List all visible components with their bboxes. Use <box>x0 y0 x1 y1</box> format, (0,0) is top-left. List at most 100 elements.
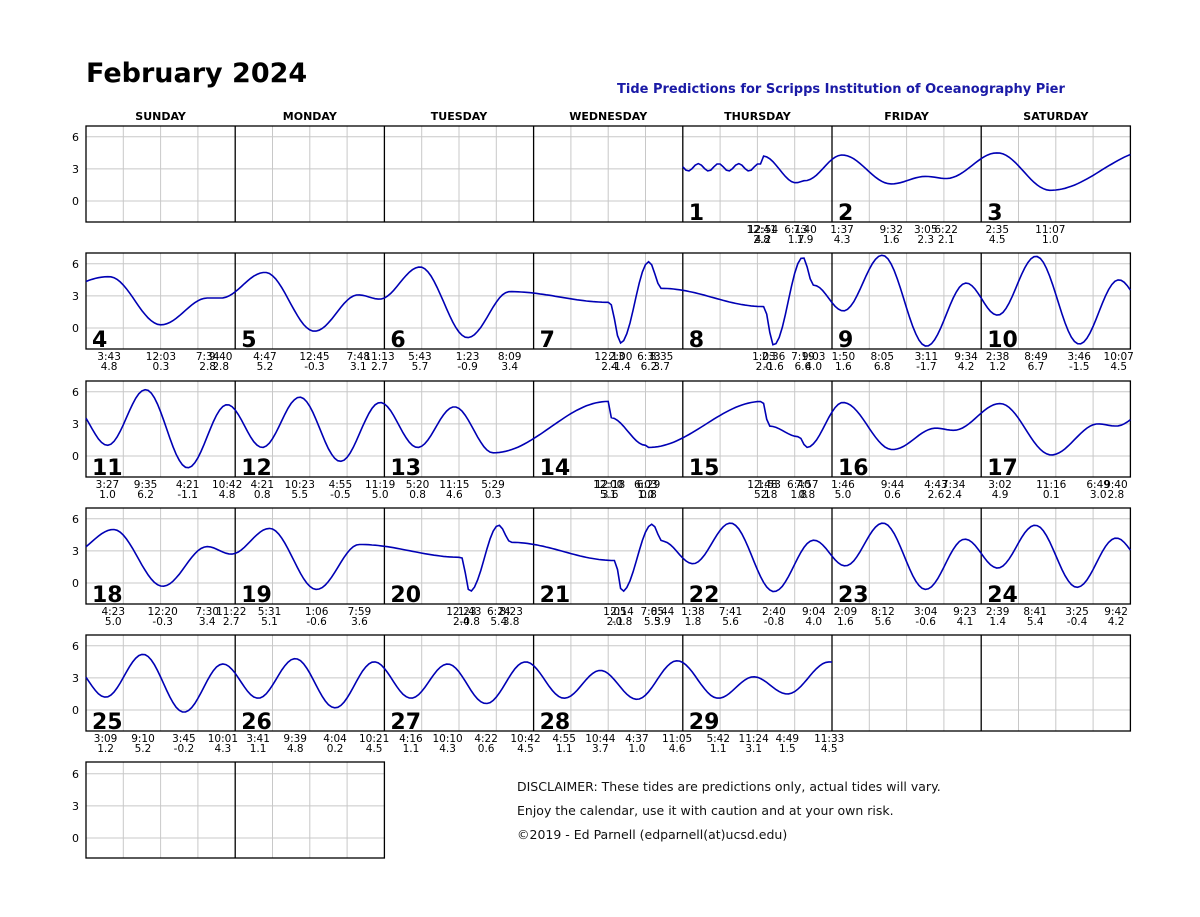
tide-time-label: 7:34 <box>196 351 220 363</box>
weekday-header: SUNDAY <box>135 110 187 123</box>
tide-time-label: 1:05 <box>603 606 627 618</box>
tide-height-label: 5.5 <box>291 489 308 501</box>
tide-height-label: 1.9 <box>797 234 814 246</box>
weekday-header: MONDAY <box>283 110 338 123</box>
tide-time-label: 1:06 <box>305 606 329 618</box>
day-number: 23 <box>838 583 869 608</box>
disclaimer-line-1: DISCLAIMER: These tides are predictions … <box>517 779 941 794</box>
tide-time-label: 1:53 <box>757 479 781 491</box>
tide-panel <box>85 634 1132 732</box>
day-number: 15 <box>689 456 720 481</box>
disclaimer-line-2: Enjoy the calendar, use it with caution … <box>517 803 894 818</box>
tide-height-label: 6.6 <box>795 361 812 373</box>
tide-time-label: 6:29 <box>637 479 661 491</box>
tide-height-label: 2.8 <box>199 361 216 373</box>
tide-time-label: 10:07 <box>1104 351 1134 363</box>
tide-panel <box>85 507 1132 605</box>
tide-height-label: 1.8 <box>790 489 807 501</box>
day-number: 18 <box>92 583 123 608</box>
tide-height-label: 1.8 <box>685 616 702 628</box>
y-tick-label: 0 <box>72 195 79 208</box>
tide-height-label: 2.7 <box>371 361 388 373</box>
tide-time-label: 4:49 <box>776 733 800 745</box>
tide-time-label: 8:41 <box>1023 606 1047 618</box>
tide-time-label: 6:24 <box>487 606 511 618</box>
tide-time-label: 5:20 <box>406 479 430 491</box>
tide-height-label: 5.6 <box>722 616 739 628</box>
tide-height-label: -0.6 <box>306 616 327 628</box>
weekday-header: WEDNESDAY <box>569 110 648 123</box>
tide-time-label: 11:13 <box>364 351 394 363</box>
tide-height-label: 0.2 <box>327 743 344 755</box>
tide-time-label: 3:02 <box>988 479 1012 491</box>
tide-time-label: 7:19 <box>791 351 815 363</box>
tide-time-label: 9:39 <box>283 733 307 745</box>
day-number: 27 <box>390 710 421 735</box>
tide-time-label: 8:05 <box>870 351 894 363</box>
tide-height-label: 4.0 <box>805 361 822 373</box>
tide-time-label: 10:44 <box>585 733 616 745</box>
tide-height-label: 1.5 <box>779 743 796 755</box>
y-tick-label: 0 <box>72 450 79 463</box>
tide-height-label: 4.3 <box>834 234 851 246</box>
tide-height-label: 0.3 <box>485 489 502 501</box>
tide-time-label: 11:16 <box>1036 479 1067 491</box>
tide-time-label: 4:21 <box>176 479 200 491</box>
tide-height-label: 2.6 <box>928 489 945 501</box>
tide-height-label: 5.5 <box>644 616 661 628</box>
tide-height-label: 1.1 <box>403 743 420 755</box>
day-number: 11 <box>92 456 123 481</box>
tide-height-label: 4.3 <box>215 743 232 755</box>
day-number: 29 <box>689 710 720 735</box>
tide-height-label: 6.2 <box>641 361 658 373</box>
tide-time-label: 11:22 <box>216 606 246 618</box>
panel-frame <box>85 380 1132 478</box>
tide-height-label: 2.4 <box>453 616 470 628</box>
tide-height-label: 5.1 <box>600 489 617 501</box>
y-tick-label: 6 <box>72 258 79 271</box>
tide-time-label: 7:48 <box>346 351 370 363</box>
y-tick-label: 0 <box>72 577 79 590</box>
tide-height-label: -0.6 <box>915 616 936 628</box>
day-number: 4 <box>92 328 107 353</box>
tide-time-label: 2:38 <box>986 351 1010 363</box>
tide-time-label: 5:43 <box>408 351 432 363</box>
tide-height-label: 1.2 <box>989 361 1006 373</box>
tide-height-label: -1.5 <box>1069 361 1090 373</box>
day-number: 21 <box>540 583 571 608</box>
tide-time-label: 1:46 <box>831 479 855 491</box>
tide-height-label: 2.8 <box>212 361 229 373</box>
tide-height-label: 3.8 <box>503 616 520 628</box>
tide-height-label: 2.3 <box>917 234 934 246</box>
tide-time-label: 9:23 <box>953 606 977 618</box>
tide-time-label: 5:29 <box>481 479 505 491</box>
day-number: 26 <box>241 710 272 735</box>
tide-height-label: -1.6 <box>763 361 784 373</box>
tide-time-label: 6:22 <box>934 224 958 236</box>
tide-time-label: 9:42 <box>1104 606 1128 618</box>
tide-height-label: 1.1 <box>250 743 267 755</box>
panel-frame <box>85 761 386 859</box>
tide-height-label: -0.4 <box>1067 616 1088 628</box>
page-title: February 2024 <box>86 58 308 89</box>
y-tick-label: 6 <box>72 768 79 781</box>
tide-time-label: 2:14 <box>610 606 634 618</box>
tide-height-label: 2.8 <box>761 489 778 501</box>
tide-height-label: 5.0 <box>835 489 852 501</box>
tide-time-label: 12:03 <box>146 351 176 363</box>
tide-time-label: 4:16 <box>399 733 423 745</box>
tide-height-label: 0.6 <box>884 489 901 501</box>
tide-time-label: 10:10 <box>432 733 462 745</box>
tide-height-label: 5.2 <box>135 743 152 755</box>
tide-time-label: 1:37 <box>830 224 854 236</box>
tide-height-label: 0.8 <box>640 489 657 501</box>
tide-height-label: 4.8 <box>101 361 118 373</box>
tide-height-label: -0.5 <box>330 489 351 501</box>
tide-height-label: 1.1 <box>556 743 573 755</box>
page-subtitle: Tide Predictions for Scripps Institution… <box>617 82 1065 97</box>
tide-height-label: 1.0 <box>1042 234 1059 246</box>
tide-time-label: 9:44 <box>881 479 905 491</box>
copyright-line: ©2019 - Ed Parnell (edparnell(at)ucsd.ed… <box>517 827 788 842</box>
tide-time-label: 12:00 <box>593 479 623 491</box>
tide-time-label: 9:40 <box>1104 479 1128 491</box>
